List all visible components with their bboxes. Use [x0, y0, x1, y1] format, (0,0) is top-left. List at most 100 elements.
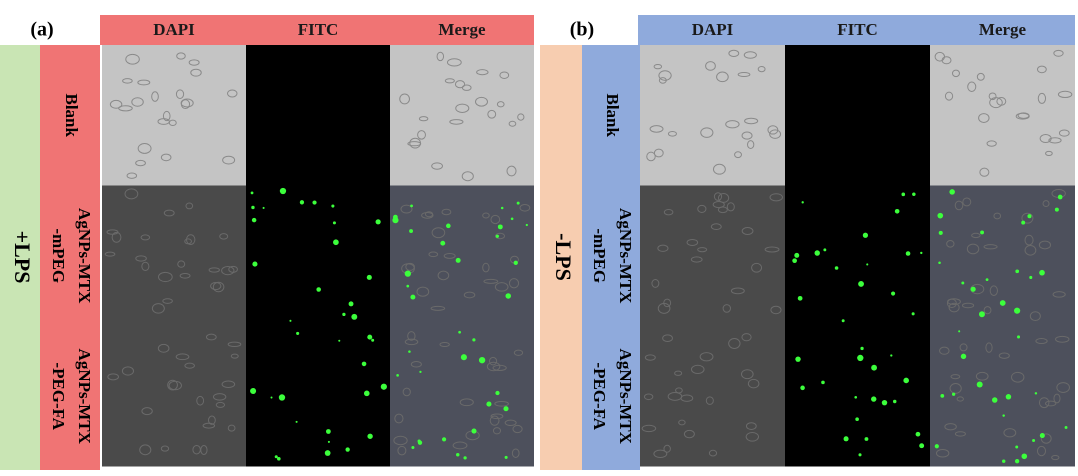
- panel-label: (a): [30, 19, 53, 41]
- cell: [697, 247, 708, 253]
- condition-bar: [540, 45, 582, 470]
- cell: [741, 227, 754, 235]
- cell: [678, 419, 686, 426]
- cell: [1011, 371, 1025, 383]
- cell: [946, 240, 955, 248]
- fluorescence: [903, 377, 909, 384]
- cell: [177, 260, 186, 268]
- fluorescence: [1021, 453, 1028, 460]
- micrograph: [246, 185, 390, 326]
- fluorescence: [478, 356, 486, 364]
- fluorescence: [333, 239, 339, 246]
- cell: [131, 97, 144, 107]
- micrograph: [640, 326, 785, 467]
- cell: [196, 395, 205, 406]
- cell: [212, 281, 225, 293]
- cell: [222, 155, 236, 165]
- cell: [745, 431, 760, 442]
- cell: [1003, 428, 1017, 438]
- cell: [160, 153, 172, 162]
- row-label: AgNPs-MTX: [75, 349, 94, 445]
- cell: [726, 202, 735, 212]
- cell: [1053, 393, 1061, 404]
- micrograph: [102, 45, 246, 186]
- cell: [221, 265, 235, 276]
- fluorescence: [486, 401, 492, 407]
- cell: [461, 171, 474, 182]
- fluorescence: [455, 257, 461, 263]
- cell: [641, 424, 657, 433]
- cell: [690, 364, 705, 374]
- cell: [663, 208, 674, 216]
- cell: [712, 201, 725, 209]
- row-label-bar: [582, 45, 640, 470]
- fluorescence: [289, 319, 292, 322]
- cell: [979, 167, 990, 177]
- fluorescence: [516, 201, 520, 205]
- fluorescence: [503, 406, 509, 412]
- fluorescence: [1057, 194, 1063, 200]
- cell: [185, 202, 194, 210]
- cell: [1053, 49, 1064, 57]
- cell: [492, 364, 507, 371]
- micrograph: [930, 45, 1075, 186]
- cell: [1036, 445, 1047, 457]
- fluorescence: [891, 291, 896, 296]
- fluorescence: [881, 399, 888, 406]
- fluorescence: [296, 331, 300, 335]
- row-label: -mPEG: [49, 228, 68, 283]
- row-label: -PEG-FA: [590, 362, 609, 430]
- fluorescence: [871, 364, 878, 371]
- cell: [944, 91, 954, 101]
- cell: [417, 130, 426, 140]
- cell: [653, 63, 663, 70]
- fluorescence: [331, 204, 335, 208]
- fluorescence: [327, 440, 330, 443]
- fluorescence: [792, 258, 797, 264]
- cell: [744, 117, 759, 125]
- cell: [227, 341, 242, 348]
- fluorescence: [262, 206, 265, 209]
- fluorescence: [905, 251, 911, 256]
- micrograph: [246, 45, 390, 186]
- row-label: -PEG-FA: [49, 362, 68, 430]
- fluorescence: [980, 230, 985, 235]
- fluorescence: [380, 383, 387, 390]
- cell: [935, 449, 950, 458]
- fluorescence: [458, 330, 461, 334]
- fluorescence: [866, 263, 869, 266]
- fluorescence: [920, 251, 923, 255]
- cell: [737, 71, 751, 78]
- fluorescence: [270, 396, 273, 399]
- cell: [1056, 382, 1070, 393]
- fluorescence: [295, 420, 298, 423]
- fluorescence: [500, 206, 504, 210]
- cell: [644, 354, 656, 361]
- cell: [404, 338, 419, 346]
- fluorescence: [961, 281, 965, 285]
- cell: [489, 415, 500, 426]
- cell: [162, 110, 171, 122]
- cell: [740, 369, 754, 380]
- row-label: AgNPs-MTX: [75, 208, 94, 304]
- fluorescence: [251, 205, 255, 210]
- cell: [186, 234, 196, 245]
- cell: [446, 58, 462, 67]
- cell: [697, 204, 707, 213]
- cell: [1057, 90, 1073, 99]
- cell: [662, 334, 673, 343]
- cell: [1058, 129, 1070, 137]
- cell: [175, 89, 185, 99]
- fluorescence: [960, 353, 967, 360]
- cell: [167, 379, 178, 391]
- cell: [743, 51, 757, 59]
- cell: [699, 352, 714, 362]
- cell: [137, 79, 151, 86]
- cell: [504, 419, 517, 427]
- cell: [126, 172, 138, 179]
- row-label: AgNPs-MTX: [616, 208, 635, 304]
- fluorescence: [938, 230, 943, 235]
- fluorescence: [525, 223, 528, 227]
- fluorescence: [890, 354, 893, 357]
